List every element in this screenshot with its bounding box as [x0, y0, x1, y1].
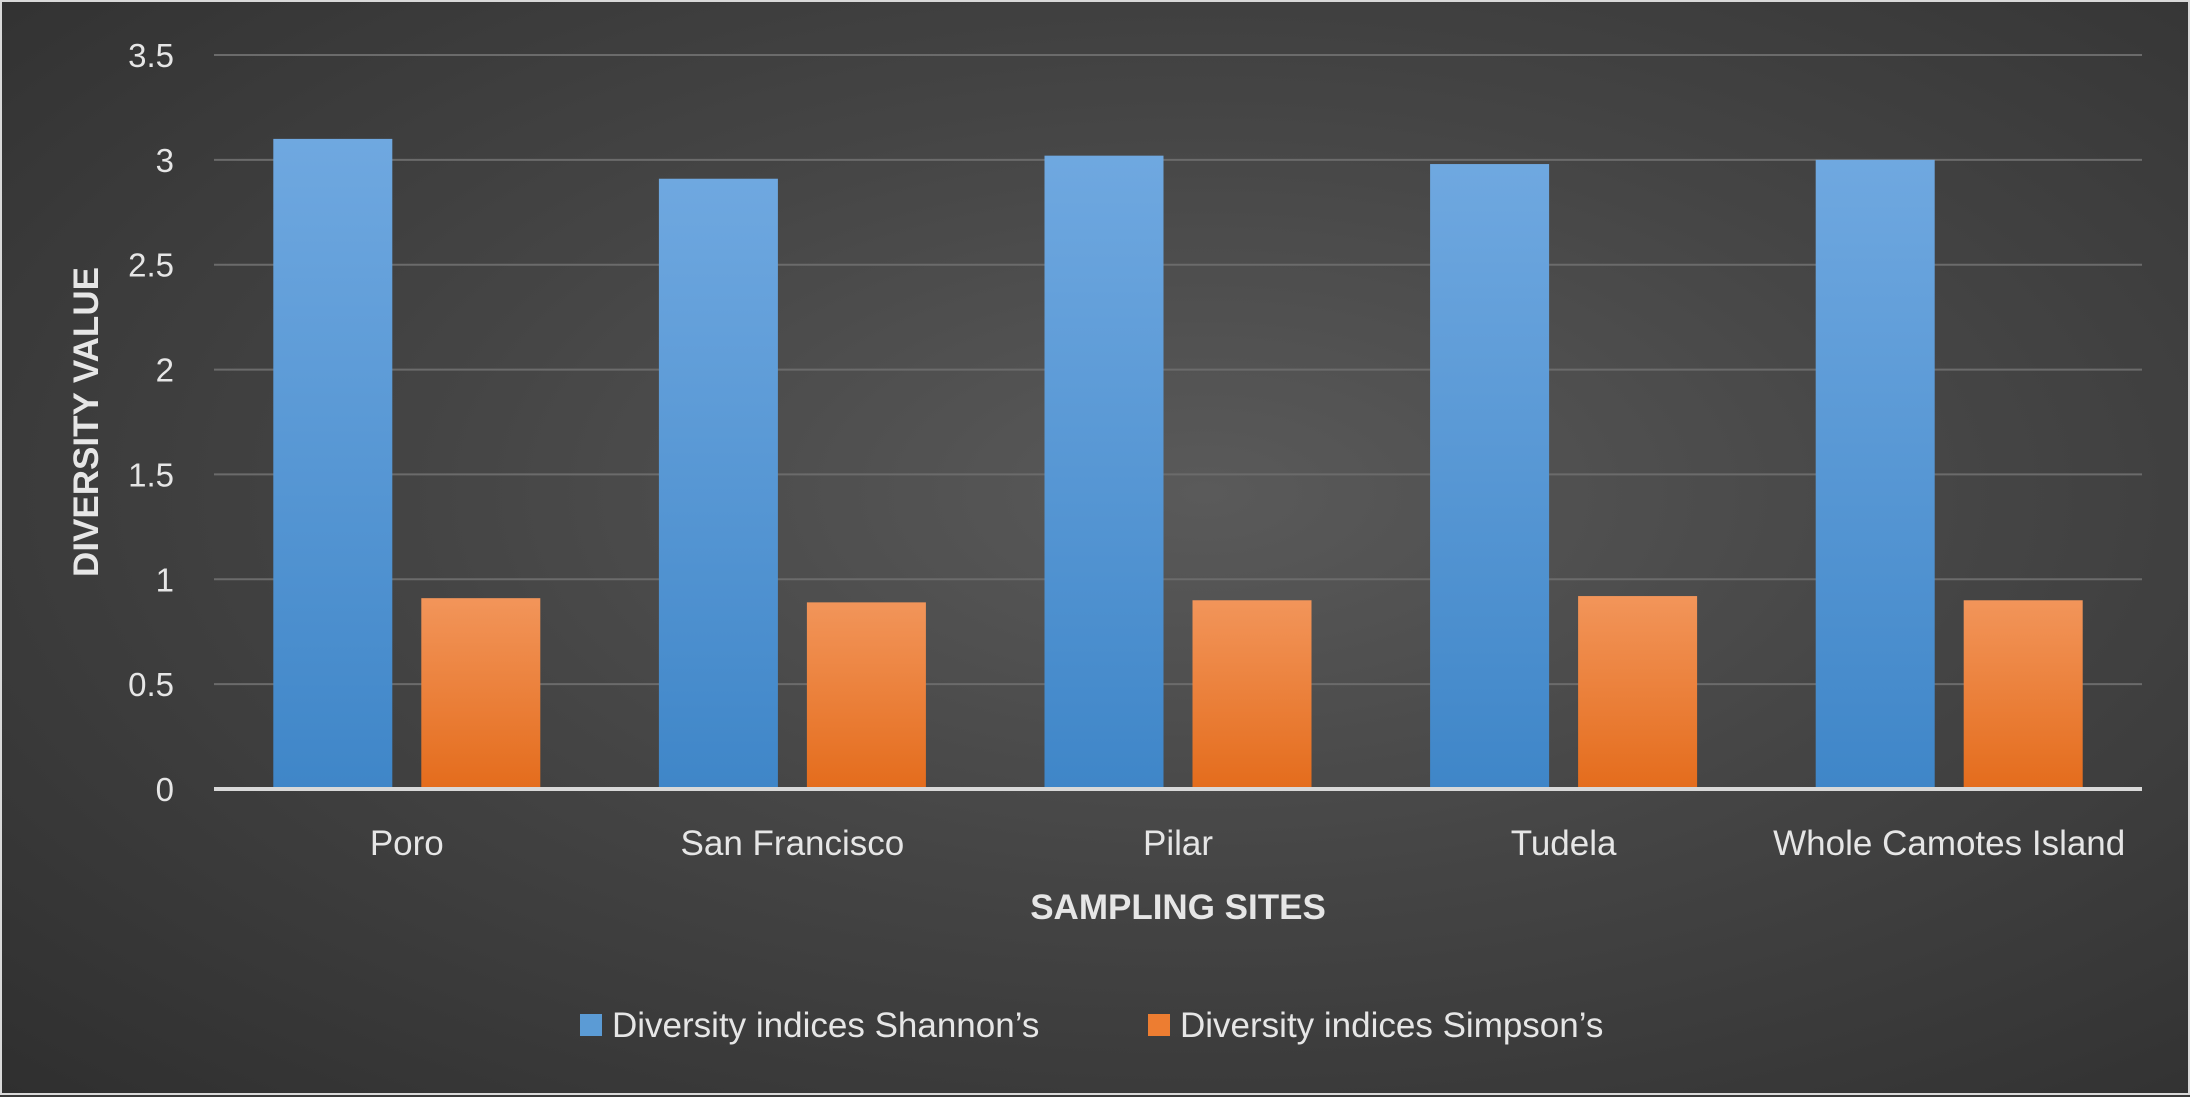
legend: Diversity indices Shannon’s Diversity in…	[580, 1006, 1603, 1045]
bar-shannon	[1430, 164, 1550, 790]
bar-simpson	[421, 598, 541, 789]
x-category-label: Poro	[370, 824, 444, 863]
x-category-label: Tudela	[1511, 824, 1617, 863]
bars	[273, 138, 2083, 790]
legend-label-simpson: Diversity indices Simpson’s	[1180, 1006, 1603, 1045]
y-tick-label: 2.5	[128, 247, 174, 284]
y-tick-label: 1.5	[128, 456, 174, 493]
x-category-label: Pilar	[1143, 824, 1213, 863]
legend-swatch-simpson	[1148, 1014, 1170, 1036]
legend-label-shannon: Diversity indices Shannon’s	[612, 1006, 1039, 1045]
bar-shannon	[1044, 155, 1164, 790]
bar-shannon	[658, 178, 778, 789]
y-axis-ticks: 0 0.5 1 1.5 2 2.5 3 3.5	[128, 37, 174, 808]
gridlines	[214, 54, 2142, 686]
bar-simpson	[1963, 600, 2083, 789]
y-tick-label: 2	[156, 352, 174, 389]
bar-shannon	[1815, 159, 1935, 789]
y-axis-title: DIVERSITY VALUE	[67, 267, 106, 577]
y-tick-label: 0	[156, 771, 174, 808]
legend-swatch-shannon	[580, 1014, 602, 1036]
bar-simpson	[806, 602, 926, 789]
bar-simpson	[1578, 596, 1698, 789]
x-axis-title: SAMPLING SITES	[1030, 888, 1326, 927]
x-category-label: Whole Camotes Island	[1773, 824, 2125, 863]
y-tick-label: 3.5	[128, 37, 174, 74]
x-axis-categories: Poro San Francisco Pilar Tudela Whole Camote…	[370, 824, 2125, 863]
y-tick-label: 1	[156, 561, 174, 598]
y-tick-label: 3	[156, 142, 174, 179]
x-category-label: San Francisco	[681, 824, 905, 863]
bar-simpson	[1192, 600, 1312, 789]
y-tick-label: 0.5	[128, 666, 174, 703]
bar-shannon	[273, 138, 393, 789]
